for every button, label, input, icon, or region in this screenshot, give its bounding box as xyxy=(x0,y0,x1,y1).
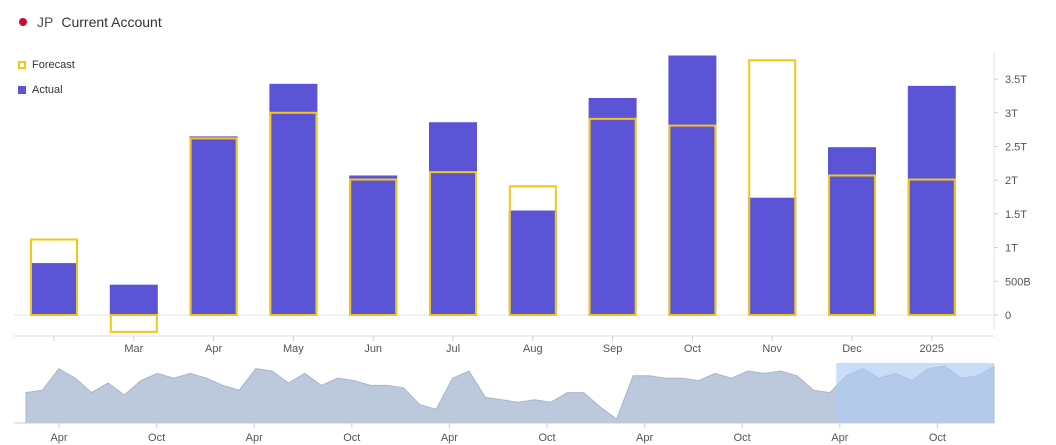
chart-header: JP Current Account xyxy=(16,10,162,34)
x-tick-label: Apr xyxy=(205,343,222,355)
japan-flag-icon xyxy=(19,18,27,26)
x-tick-label: Nov xyxy=(762,343,782,355)
x-tick-label: Oct xyxy=(684,343,701,355)
actual-bar xyxy=(508,210,557,315)
forecast-bar xyxy=(668,124,717,316)
navigator-label: Apr xyxy=(831,432,848,444)
forecast-bar xyxy=(30,238,78,316)
actual-bar xyxy=(349,175,398,315)
chart-title: Current Account xyxy=(61,14,162,30)
navigator-label: Apr xyxy=(50,432,67,444)
y-tick-label: 1.5T xyxy=(1005,209,1027,221)
forecast-bar xyxy=(508,185,557,316)
actual-bar xyxy=(189,136,238,315)
x-tick-label: 2025 xyxy=(920,343,944,355)
actual-bar xyxy=(269,83,318,316)
y-tick-label: 1T xyxy=(1005,243,1018,255)
navigator-label: Oct xyxy=(343,432,360,444)
x-tick-label: Mar xyxy=(124,343,143,355)
y-tick-label: 3.5T xyxy=(1005,74,1027,86)
actual-bar xyxy=(109,284,158,315)
forecast-bar xyxy=(269,111,318,316)
country-code: JP xyxy=(37,14,54,30)
y-tick-label: 0 xyxy=(1005,310,1011,322)
x-tick-label: Jun xyxy=(364,343,382,355)
actual-bar xyxy=(907,85,956,315)
navigator-label: Oct xyxy=(538,432,555,444)
x-tick-label: Sep xyxy=(603,343,623,355)
navigator-label: Oct xyxy=(734,432,751,444)
chart-legend: Forecast Actual xyxy=(18,58,75,108)
forecast-bar xyxy=(109,314,158,333)
forecast-bar xyxy=(349,178,398,316)
legend-actual-label: Actual xyxy=(32,84,63,96)
y-tick-label: 500B xyxy=(1005,276,1031,288)
x-tick-label: Jul xyxy=(446,343,460,355)
forecast-bar xyxy=(748,59,797,317)
y-tick-label: 3T xyxy=(1005,108,1018,120)
legend-item-forecast[interactable]: Forecast xyxy=(18,58,75,72)
forecast-bar xyxy=(828,174,876,316)
forecast-swatch-icon xyxy=(18,61,26,69)
legend-item-actual[interactable]: Actual xyxy=(18,83,75,97)
navigator-label: Apr xyxy=(246,432,263,444)
forecast-bar xyxy=(189,137,238,316)
actual-bar xyxy=(748,197,797,315)
actual-bar xyxy=(429,122,477,316)
navigator-label: Apr xyxy=(441,432,458,444)
actual-swatch-icon xyxy=(18,86,26,94)
y-tick-label: 2.5T xyxy=(1005,142,1027,154)
y-tick-label: 2T xyxy=(1005,175,1018,187)
actual-bar xyxy=(588,97,637,315)
x-tick-label: Dec xyxy=(842,343,862,355)
navigator-label: Apr xyxy=(636,432,653,444)
x-tick-label: May xyxy=(283,343,304,355)
navigator-label: Oct xyxy=(148,432,165,444)
actual-bar xyxy=(668,55,717,315)
navigator-label: Oct xyxy=(929,432,946,444)
legend-forecast-label: Forecast xyxy=(32,59,75,71)
forecast-bar xyxy=(588,117,637,316)
forecast-bar xyxy=(429,171,477,316)
navigator-selection xyxy=(836,363,994,423)
actual-bar xyxy=(828,147,876,315)
forecast-bar xyxy=(907,178,956,316)
x-tick-label: Aug xyxy=(523,343,543,355)
actual-bar xyxy=(30,263,78,315)
